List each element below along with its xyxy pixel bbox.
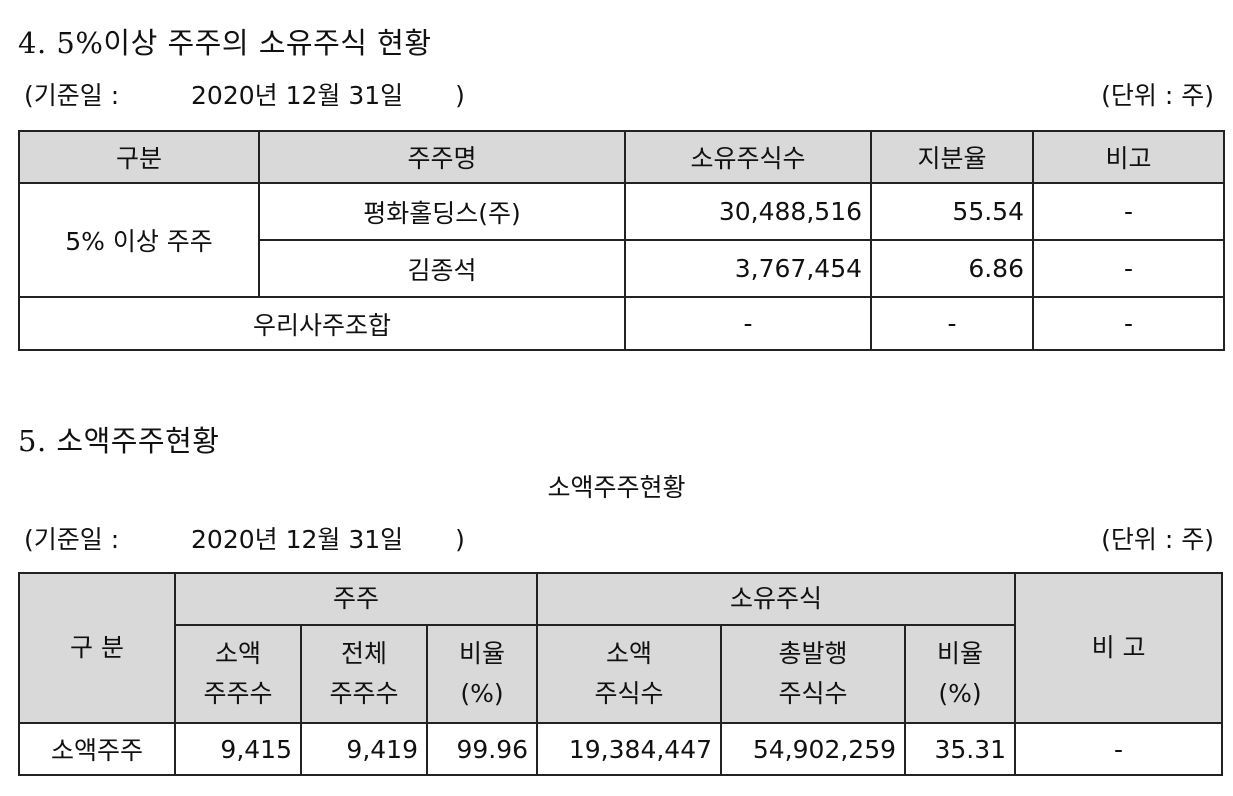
header-shares-group: 소유주식 [536,572,1017,626]
holder-note: - [1032,182,1225,241]
table-header-row: 구분 주주명 소유주식수 지분율 비고 [18,130,1225,184]
header-holder-name: 주주명 [258,130,626,184]
section4-basis-row: (기준일 : 2020년 12월 31일 ) (단위 : 주) [24,76,1214,112]
header-line: 비율 [937,639,984,668]
holder-note: - [1032,239,1225,298]
basis-label: (기준일 : [24,81,120,110]
table-row: 우리사주조합 - - - [18,296,1225,351]
header-line: 주식수 [778,679,848,708]
header-line: 총발행 [778,639,848,668]
row-category: 소액주주 [18,722,176,776]
group-label: 5% 이상 주주 [18,182,260,298]
header-line: (%) [938,679,982,708]
header-line: (%) [460,679,504,708]
basis-date: 2020년 12월 31일 [191,525,404,554]
header-holders-ratio: 비율 (%) [425,624,539,724]
holder-name: 김종석 [258,239,626,298]
holder-ratio: 55.54 [870,182,1034,241]
holder-shares: 3,767,454 [624,239,872,298]
union-note: - [1032,296,1225,351]
row-note: - [1014,722,1224,776]
section5-basis-date: (기준일 : 2020년 12월 31일 ) [24,520,465,556]
header-note: 비고 [1032,130,1225,184]
holder-shares: 30,488,516 [624,182,872,241]
header-holders-group: 주주 [173,572,539,626]
holder-ratio: 6.86 [870,239,1034,298]
basis-close: ) [455,81,465,110]
header-line: 전체 [340,639,387,668]
union-ratio: - [870,296,1034,351]
header-note: 비 고 [1014,572,1224,724]
header-line: 주주수 [329,679,399,708]
header-category: 구 분 [18,572,176,724]
union-label: 우리사주조합 [18,296,626,351]
section4-basis-date: (기준일 : 2020년 12월 31일 ) [24,76,465,112]
table-row: 김종석 3,767,454 6.86 - [19,239,1225,298]
table-row: 5% 이상 주주 평화홀딩스(주) 30,488,516 55.54 - [18,182,1225,298]
header-shares-ratio: 비율 (%) [904,624,1017,724]
header-line: 소액 [214,639,261,668]
table-row: 소액주주 9,415 9,419 99.96 19,384,447 54,902… [18,722,1224,776]
section5-basis-row: (기준일 : 2020년 12월 31일 ) (단위 : 주) [24,520,1214,556]
row-minor-shares: 19,384,447 [536,722,723,776]
header-line: 소액 [606,639,653,668]
section5-title: 5. 소액주주현황 [18,424,220,458]
header-line: 주식수 [594,679,664,708]
section5-unit: (단위 : 주) [1101,525,1214,554]
row-shares-ratio: 35.31 [904,722,1017,776]
basis-date: 2020년 12월 31일 [191,81,404,110]
table-header-row: 구 분 주주 소유주식 비 고 [18,572,1224,724]
row-total-holders: 9,419 [300,722,428,776]
union-shares: - [624,296,872,351]
section4-unit: (단위 : 주) [1101,81,1214,110]
basis-close: ) [455,525,465,554]
header-category: 구분 [18,130,260,184]
row-holders-ratio: 99.96 [425,722,539,776]
basis-label: (기준일 : [24,525,120,554]
header-shares: 소유주식수 [624,130,872,184]
holder-name: 평화홀딩스(주) [258,182,626,241]
row-minor-holders: 9,415 [174,722,302,776]
row-issued-shares: 54,902,259 [720,722,907,776]
header-line: 주주수 [203,679,273,708]
section5-caption: 소액주주현황 [547,473,686,502]
section4-title: 4. 5%이상 주주의 소유주식 현황 [18,26,432,60]
major-shareholders-table: 구분 주주명 소유주식수 지분율 비고 5% 이상 주주 평화홀딩스(주) 30… [18,130,1225,351]
header-line: 비율 [459,639,506,668]
header-ratio: 지분율 [870,130,1034,184]
